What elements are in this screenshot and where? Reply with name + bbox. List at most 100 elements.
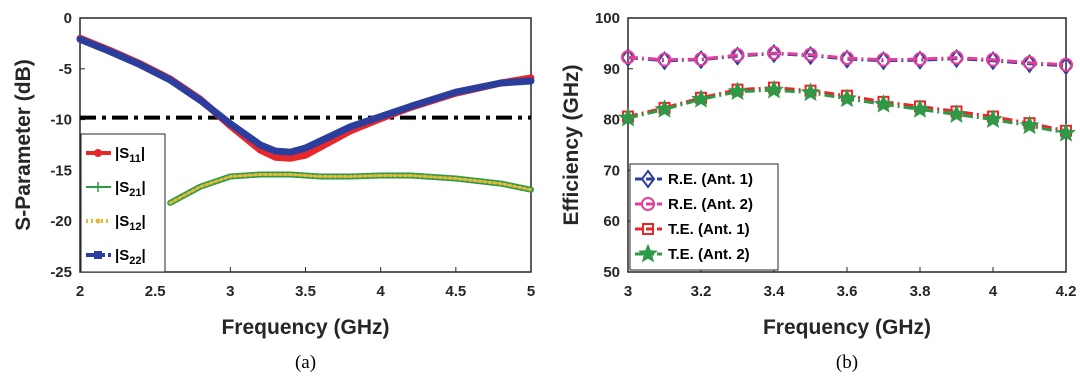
legend-label-part: | <box>141 179 145 196</box>
legend-label: |S22| <box>115 247 146 267</box>
legend: R.E. (Ant. 1) R.E. (Ant. 2) T.E. (Ant. 1) T… <box>629 163 779 271</box>
x-tick-label: 4.2 <box>1056 283 1077 300</box>
data-point <box>1022 54 1037 74</box>
data-point <box>691 89 711 108</box>
legend-label: T.E. (Ant. 2) <box>668 246 750 263</box>
legend-label-part: |S <box>115 247 129 264</box>
legend-label-part: |S <box>115 179 129 196</box>
series-line-s12 <box>168 173 533 205</box>
caption-b: (b) <box>836 352 858 373</box>
legend-label-subscript: 21 <box>129 187 141 199</box>
data-point <box>803 47 818 62</box>
data-point <box>800 82 821 102</box>
data-point <box>620 47 636 68</box>
data-point <box>618 107 638 127</box>
legend-marker <box>641 197 655 211</box>
legend-label: R.E. (Ant. 2) <box>668 196 753 213</box>
y-axis-label: S-Parameter (dB) <box>12 59 35 231</box>
y-tick-label: -15 <box>50 162 72 179</box>
caption-a: (a) <box>295 352 316 373</box>
data-point <box>876 51 891 71</box>
legend-marker <box>642 223 654 235</box>
x-tick-label: 4 <box>989 283 998 300</box>
y-tick-label: -20 <box>50 213 72 230</box>
series-line-s22 <box>76 35 535 156</box>
data-point <box>946 104 967 123</box>
data-point <box>803 45 818 66</box>
x-tick-label: 2 <box>76 283 84 300</box>
legend-label-part: | <box>141 213 145 230</box>
y-tick-label: 60 <box>603 213 620 230</box>
y-tick-label: 70 <box>603 162 620 179</box>
data-point <box>1022 55 1037 70</box>
data-point <box>766 43 782 64</box>
data-point <box>913 52 927 67</box>
legend-marker <box>94 149 102 157</box>
y-tick-label: 90 <box>603 61 620 78</box>
data-point <box>876 52 891 67</box>
x-tick-label: 3 <box>226 283 234 300</box>
data-point <box>910 99 930 118</box>
y-tick-label: 80 <box>603 112 620 129</box>
legend-label: T.E. (Ant. 1) <box>668 221 750 238</box>
data-point <box>1056 122 1076 142</box>
legend-label: |S21| <box>115 179 146 199</box>
data-point <box>764 79 784 99</box>
legend-label-subscript: 22 <box>129 255 141 267</box>
data-point <box>873 94 894 113</box>
x-tick-label: 3.2 <box>691 283 712 300</box>
legend-label-part: | <box>141 247 145 264</box>
data-point <box>657 51 672 71</box>
series-line <box>627 51 1067 67</box>
data-point <box>1019 115 1040 135</box>
legend-marker <box>94 251 102 259</box>
legend-marker <box>95 218 101 224</box>
legend-label: |S12| <box>115 213 146 233</box>
y-tick-label: -5 <box>59 61 72 78</box>
data-point <box>694 52 708 67</box>
data-point <box>767 46 781 61</box>
data-point <box>837 88 857 108</box>
x-tick-label: 3.8 <box>910 283 931 300</box>
data-point <box>621 50 635 65</box>
x-axis-label: Frequency (GHz) <box>763 316 931 339</box>
data-point <box>912 50 928 70</box>
legend-label: R.E. (Ant. 1) <box>668 171 753 188</box>
data-point <box>949 48 964 69</box>
legend-label: |S11| <box>115 145 145 165</box>
data-point <box>730 46 745 66</box>
y-tick-label: -10 <box>50 112 72 129</box>
chart-panel-a: 2 2.5 3 3.5 4 4.5 5 0 -5 -10 -15 -20 -25 Frequency (G… <box>12 10 535 373</box>
y-tick-label: 100 <box>595 10 620 27</box>
y-tick-label: 50 <box>603 264 620 281</box>
y-tick-label: -25 <box>50 264 72 281</box>
legend-label-part: |S <box>115 145 129 162</box>
y-tick-label: 0 <box>64 10 72 27</box>
y-axis-label: Efficiency (GHz) <box>560 64 583 225</box>
data-point <box>983 109 1003 128</box>
data-point <box>730 48 745 63</box>
x-axis-label: Frequency (GHz) <box>221 316 389 339</box>
legend-marker <box>638 243 658 263</box>
x-tick-label: 5 <box>527 283 535 300</box>
legend-box <box>80 133 166 273</box>
legend-label-subscript: 12 <box>129 221 141 233</box>
data-point <box>949 50 964 65</box>
legend-label-subscript: 11 <box>129 153 141 165</box>
data-point <box>657 52 672 67</box>
x-tick-label: 3.4 <box>764 283 786 300</box>
legend-marker <box>640 169 656 189</box>
legend-label-part: | <box>141 145 145 162</box>
legend: |S11||S21||S12||S22| <box>80 133 166 273</box>
data-point <box>727 81 748 100</box>
x-tick-label: 4.5 <box>445 283 466 300</box>
data-point <box>654 99 675 118</box>
data-point <box>986 52 1000 67</box>
data-point <box>840 51 854 66</box>
x-tick-label: 2.5 <box>145 283 166 300</box>
x-tick-label: 3.5 <box>295 283 316 300</box>
x-tick-label: 3 <box>624 283 632 300</box>
x-tick-label: 3.6 <box>837 283 858 300</box>
data-point <box>1059 57 1073 72</box>
